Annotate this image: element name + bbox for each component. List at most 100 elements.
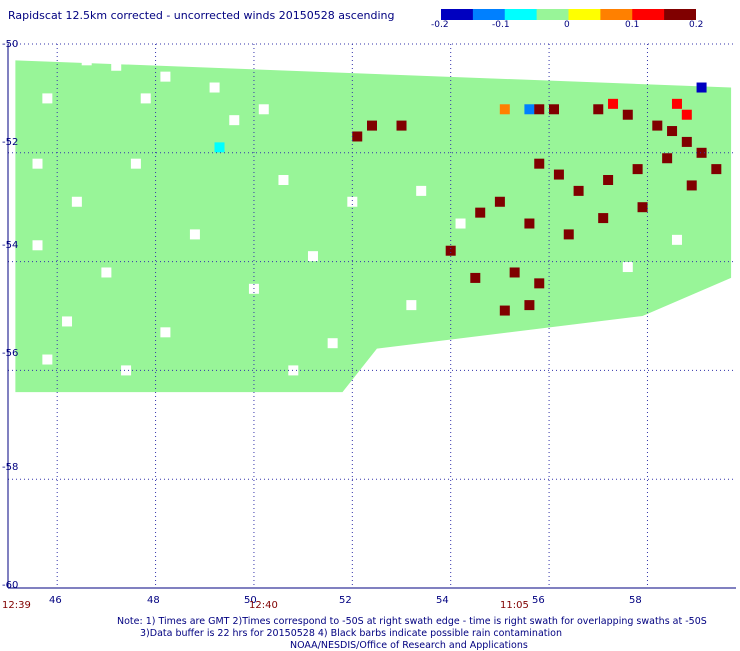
difference-cell: [470, 272, 481, 283]
missing-cell: [42, 93, 53, 104]
colorbar-swatch: [472, 9, 506, 20]
colorbar-label-max: 0.2: [689, 20, 704, 30]
note-line-2: 3)Data buffer is 22 hrs for 20150528 4) …: [140, 628, 562, 639]
difference-cell: [637, 202, 648, 213]
difference-cell: [608, 98, 619, 109]
lat-label: -52: [2, 137, 19, 148]
difference-cell: [671, 98, 682, 109]
missing-cell: [111, 60, 122, 71]
difference-cell: [499, 305, 510, 316]
colorbar-label-zero: 0: [564, 20, 570, 30]
missing-cell: [278, 175, 289, 185]
missing-cell: [32, 158, 43, 169]
missing-cell: [671, 234, 682, 245]
note-line-1: Note: 1) Times are GMT 2)Times correspon…: [117, 616, 707, 627]
lat-label: -50: [2, 39, 19, 50]
map-title: Rapidscat 12.5km corrected - uncorrected…: [8, 9, 395, 22]
missing-cell: [130, 158, 141, 169]
difference-cell: [524, 218, 535, 229]
difference-cell: [652, 120, 663, 131]
colorbar-label-min: -0.2: [431, 20, 449, 30]
time-label: 11:05: [500, 600, 529, 611]
colorbar-label-neg: -0.1: [492, 20, 510, 30]
difference-cell: [534, 104, 545, 115]
missing-cell: [416, 185, 427, 196]
colorbar-swatch: [536, 9, 569, 20]
time-label: 12:40: [249, 600, 278, 611]
note-line-3: NOAA/NESDIS/Office of Research and Appli…: [290, 640, 528, 651]
missing-cell: [160, 327, 171, 338]
lon-label: 54: [436, 595, 449, 606]
difference-cell: [352, 131, 363, 142]
difference-cell: [598, 213, 609, 224]
lon-label: 50: [244, 595, 257, 606]
difference-cell: [553, 169, 564, 180]
missing-cell: [307, 251, 318, 262]
difference-cell: [396, 120, 407, 131]
difference-cell: [711, 164, 722, 175]
wind-swath: [15, 60, 732, 393]
colorbar: [441, 9, 696, 20]
missing-cell: [160, 71, 171, 82]
missing-cell: [22, 49, 33, 60]
lon-label: 46: [49, 595, 62, 606]
difference-cell: [475, 207, 486, 218]
difference-cell: [524, 300, 535, 311]
missing-cell: [406, 300, 417, 311]
lat-label: -60: [2, 580, 19, 591]
difference-cell: [622, 109, 633, 120]
difference-cell: [573, 185, 584, 196]
missing-cell: [62, 316, 73, 327]
difference-cell: [534, 158, 545, 169]
missing-cell: [327, 338, 338, 349]
missing-cell: [347, 196, 358, 207]
difference-cell: [662, 153, 673, 164]
difference-cell: [696, 82, 707, 93]
colorbar-label-pos: 0.1: [625, 20, 640, 30]
difference-cell: [494, 196, 505, 207]
colorbar-swatch: [441, 9, 474, 20]
difference-cell: [686, 180, 697, 191]
lon-label: 52: [339, 595, 352, 606]
colorbar-swatch: [664, 9, 696, 20]
difference-cell: [681, 136, 692, 147]
missing-cell: [121, 365, 132, 376]
missing-cell: [71, 196, 82, 207]
missing-cell: [622, 262, 633, 273]
difference-cell: [593, 104, 604, 115]
difference-cell: [367, 120, 377, 131]
missing-cell: [209, 82, 220, 93]
missing-cell: [288, 365, 299, 376]
colorbar-swatch: [600, 9, 633, 20]
missing-cell: [101, 267, 112, 278]
missing-cell: [258, 104, 269, 115]
difference-cell: [214, 142, 225, 153]
missing-cell: [81, 55, 92, 66]
difference-cell: [534, 278, 545, 289]
difference-cell: [445, 245, 456, 256]
lat-label: -54: [2, 240, 19, 251]
missing-cell: [455, 218, 466, 229]
missing-cell: [229, 115, 240, 126]
difference-cell: [681, 109, 692, 120]
difference-cell: [632, 164, 643, 175]
missing-cell: [32, 240, 43, 251]
difference-cell: [509, 267, 520, 278]
time-label: 12:39: [2, 600, 31, 611]
colorbar-swatch: [568, 9, 601, 20]
difference-cell: [696, 147, 707, 158]
missing-cell: [42, 354, 53, 365]
lat-label: -56: [2, 348, 19, 359]
lon-label: 56: [532, 595, 545, 606]
colorbar-swatch: [632, 9, 665, 20]
difference-cell: [563, 229, 574, 240]
lon-label: 58: [629, 595, 642, 606]
colorbar-swatch: [504, 9, 538, 20]
difference-cell: [549, 104, 559, 115]
difference-cell: [603, 175, 614, 185]
missing-cell: [140, 93, 151, 104]
lat-label: -58: [2, 462, 19, 473]
difference-cell: [524, 104, 535, 115]
difference-cell: [667, 126, 678, 137]
